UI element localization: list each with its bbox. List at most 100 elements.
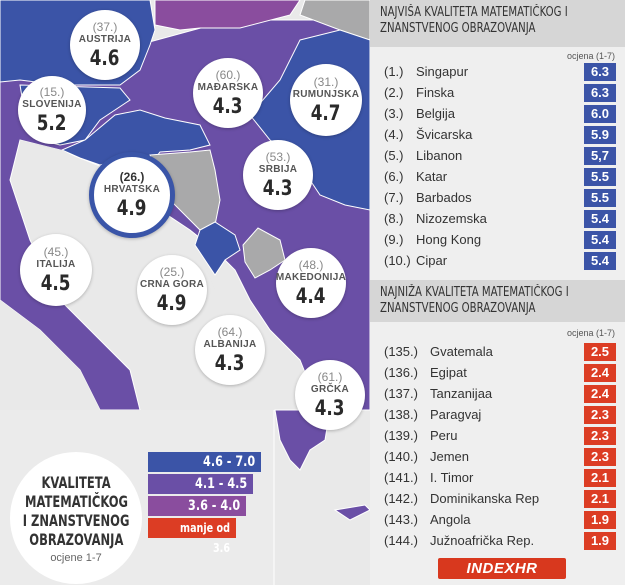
row-country: Singapur	[416, 64, 469, 79]
bottom-list-header: NAJNIŽA KVALITETA MATEMATIČKOG I ZNANSTV…	[370, 280, 625, 322]
rankings-panel: NAJVIŠA KVALITETA MATEMATIČKOG I ZNANSTV…	[370, 0, 625, 585]
row-rank: (140.)	[384, 449, 418, 464]
ranking-row: (4.) Švicarska 5.9	[384, 125, 616, 145]
top-list-header: NAJVIŠA KVALITETA MATEMATIČKOG I ZNANSTV…	[370, 0, 625, 47]
country-bubble: (45.) ITALIJA 4.5	[20, 234, 92, 306]
ranking-row: (3.) Belgija 6.0	[384, 104, 616, 124]
ranking-row: (9.) Hong Kong 5.4	[384, 230, 616, 250]
ranking-row: (136.) Egipat 2.4	[384, 363, 616, 383]
row-country: Katar	[416, 169, 448, 184]
ranking-row: (142.) Dominikanska Rep 2.1	[384, 489, 616, 509]
country-rank: (15.)	[39, 84, 65, 99]
legend-range-tier4: manje od 3.6	[148, 518, 236, 555]
country-rank: (64.)	[217, 324, 243, 339]
top-score-label: ocjena (1-7)	[566, 51, 615, 61]
row-score: 2.5	[584, 343, 616, 361]
ranking-row: (138.) Paragvaj 2.3	[384, 405, 616, 425]
row-country: Nizozemska	[416, 211, 487, 226]
row-rank: (6.)	[384, 169, 404, 184]
row-rank: (7.)	[384, 190, 404, 205]
row-country: I. Timor	[430, 470, 474, 485]
country-name: ALBANIJA	[203, 338, 257, 350]
row-country: Libanon	[416, 148, 463, 163]
row-country: Cipar	[416, 253, 448, 268]
country-rank: (53.)	[265, 149, 291, 164]
country-name: SLOVENIJA	[22, 98, 82, 110]
ranking-row: (141.) I. Timor 2.1	[384, 468, 616, 488]
row-rank: (136.)	[384, 365, 418, 380]
ranking-row: (139.) Peru 2.3	[384, 426, 616, 446]
row-rank: (5.)	[384, 148, 404, 163]
country-score: 4.9	[117, 195, 147, 220]
row-rank: (3.)	[384, 106, 404, 121]
row-score: 6.3	[584, 63, 616, 81]
country-score: 4.3	[215, 350, 245, 375]
country-score: 5.2	[37, 110, 67, 135]
country-bubble: (15.) SLOVENIJA 5.2	[18, 76, 86, 144]
row-score: 5.5	[584, 189, 616, 207]
country-bubble: (26.) HRVATSKA 4.9	[89, 152, 175, 238]
ranking-row: (5.) Libanon 5,7	[384, 146, 616, 166]
row-country: Jemen	[430, 449, 470, 464]
row-country: Dominikanska Rep	[430, 491, 540, 506]
country-name: ITALIJA	[36, 258, 76, 270]
country-score: 4.3	[263, 175, 293, 200]
country-name: GRČKA	[310, 383, 350, 395]
row-score: 2.3	[584, 448, 616, 466]
legend-title-line: MATEMATIČKOG	[24, 491, 128, 511]
row-score: 5.5	[584, 168, 616, 186]
bottom-title-line: NAJNIŽA KVALITETA MATEMATIČKOG I	[380, 285, 569, 300]
indexhr-logo: INDEXHR	[438, 558, 566, 579]
row-rank: (144.)	[384, 533, 418, 548]
ranking-row: (137.) Tanzanijaa 2.4	[384, 384, 616, 404]
row-rank: (4.)	[384, 127, 404, 142]
row-score: 6.3	[584, 84, 616, 102]
row-score: 2.1	[584, 469, 616, 487]
row-rank: (139.)	[384, 428, 418, 443]
country-score: 4.5	[41, 270, 71, 295]
country-name: MAKEDONIJA	[275, 271, 347, 283]
country-rank: (26.)	[119, 169, 145, 184]
legend-subtitle: ocjene 1-7	[50, 551, 102, 564]
row-rank: (2.)	[384, 85, 404, 100]
ranking-row: (2.) Finska 6.3	[384, 83, 616, 103]
row-score: 6.0	[584, 105, 616, 123]
row-country: Švicarska	[416, 127, 473, 142]
country-name: HRVATSKA	[103, 183, 161, 195]
row-rank: (142.)	[384, 491, 418, 506]
country-score: 4.6	[90, 45, 120, 70]
row-score: 5.4	[584, 252, 616, 270]
row-score: 2.4	[584, 364, 616, 382]
row-rank: (9.)	[384, 232, 404, 247]
country-rank: (31.)	[313, 74, 339, 89]
top-title-line: NAJVIŠA KVALITETA MATEMATIČKOG I	[380, 5, 568, 20]
land-kosovo	[242, 227, 286, 279]
country-name: MAĐARSKA	[197, 81, 259, 93]
ranking-row: (7.) Barbados 5.5	[384, 188, 616, 208]
row-country: Tanzanijaa	[430, 386, 493, 401]
ranking-row: (6.) Katar 5.5	[384, 167, 616, 187]
country-bubble: (37.) AUSTRIJA 4.6	[70, 10, 140, 80]
row-country: Egipat	[430, 365, 467, 380]
row-country: Peru	[430, 428, 458, 443]
country-name: SRBIJA	[258, 163, 298, 175]
country-bubble: (48.) MAKEDONIJA 4.4	[276, 248, 346, 318]
legend-title-circle: KVALITETA MATEMATIČKOG I ZNANSTVENOG OBR…	[10, 452, 142, 584]
country-bubble: (31.) RUMUNJSKA 4.7	[290, 64, 362, 136]
row-country: Južnoafrička Rep.	[430, 533, 535, 548]
row-rank: (8.)	[384, 211, 404, 226]
top-title-line: ZNANSTVENOG OBRAZOVANJA	[380, 21, 536, 36]
row-country: Gvatemala	[430, 344, 493, 359]
ranking-row: (8.) Nizozemska 5.4	[384, 209, 616, 229]
country-name: CRNA GORA	[140, 278, 204, 290]
ranking-row: (143.) Angola 1.9	[384, 510, 616, 530]
row-country: Belgija	[416, 106, 456, 121]
tyrrhenian-sea	[0, 300, 100, 410]
row-score: 1.9	[584, 511, 616, 529]
country-score: 4.7	[311, 100, 341, 125]
row-score: 5.9	[584, 126, 616, 144]
row-score: 5.4	[584, 231, 616, 249]
row-score: 5.4	[584, 210, 616, 228]
row-rank: (143.)	[384, 512, 418, 527]
land-montenegro	[194, 221, 241, 276]
